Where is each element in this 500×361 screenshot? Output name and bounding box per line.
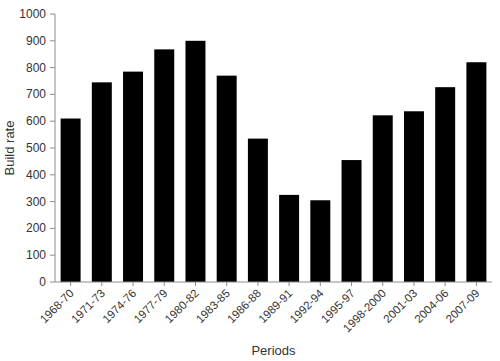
x-tick	[413, 282, 414, 286]
x-axis-label: Periods	[251, 343, 296, 358]
x-tick	[351, 282, 352, 286]
y-tick-label: 900	[26, 34, 46, 48]
bar	[373, 115, 393, 282]
bar	[342, 160, 362, 282]
x-tick	[133, 282, 134, 286]
y-tick-label: 700	[26, 87, 46, 101]
y-tick-label: 500	[26, 141, 46, 155]
y-tick-label: 1000	[19, 7, 46, 21]
chart: 010020030040050060070080090010001968-701…	[0, 0, 500, 361]
y-tick-label: 400	[26, 168, 46, 182]
bar	[154, 49, 174, 282]
y-tick	[50, 282, 55, 283]
bar	[310, 200, 330, 282]
x-tick	[226, 282, 227, 286]
y-tick-label: 100	[26, 248, 46, 262]
bar	[217, 76, 237, 282]
y-tick-label: 600	[26, 114, 46, 128]
x-tick	[476, 282, 477, 286]
x-tick	[101, 282, 102, 286]
y-tick-label: 300	[26, 195, 46, 209]
bar	[92, 82, 112, 282]
bar	[185, 41, 205, 282]
bar	[123, 72, 143, 282]
bars	[61, 41, 487, 282]
bar	[404, 111, 424, 282]
y-tick	[50, 228, 55, 229]
bar	[466, 62, 486, 282]
x-tick	[195, 282, 196, 286]
x-tick	[164, 282, 165, 286]
y-tick	[50, 148, 55, 149]
x-tick	[320, 282, 321, 286]
bar	[61, 119, 81, 282]
x-tick	[445, 282, 446, 286]
y-tick	[50, 94, 55, 95]
y-tick	[50, 121, 55, 122]
x-tick-label: 2007-09	[443, 287, 481, 325]
x-tick	[382, 282, 383, 286]
y-axis-label: Build rate	[2, 121, 17, 176]
y-tick	[50, 201, 55, 202]
y-tick-label: 800	[26, 61, 46, 75]
y-tick	[50, 14, 55, 15]
y-tick	[50, 40, 55, 41]
y-tick-label: 0	[39, 275, 46, 289]
bar	[435, 87, 455, 282]
x-tick	[289, 282, 290, 286]
bar	[279, 195, 299, 282]
x-tick	[70, 282, 71, 286]
x-tick	[257, 282, 258, 286]
y-tick	[50, 255, 55, 256]
bar	[248, 139, 268, 282]
x-tick-label: 1998-2000	[341, 287, 388, 334]
y-tick-label: 200	[26, 221, 46, 235]
x-axis	[55, 282, 492, 283]
y-tick	[50, 174, 55, 175]
y-tick	[50, 67, 55, 68]
